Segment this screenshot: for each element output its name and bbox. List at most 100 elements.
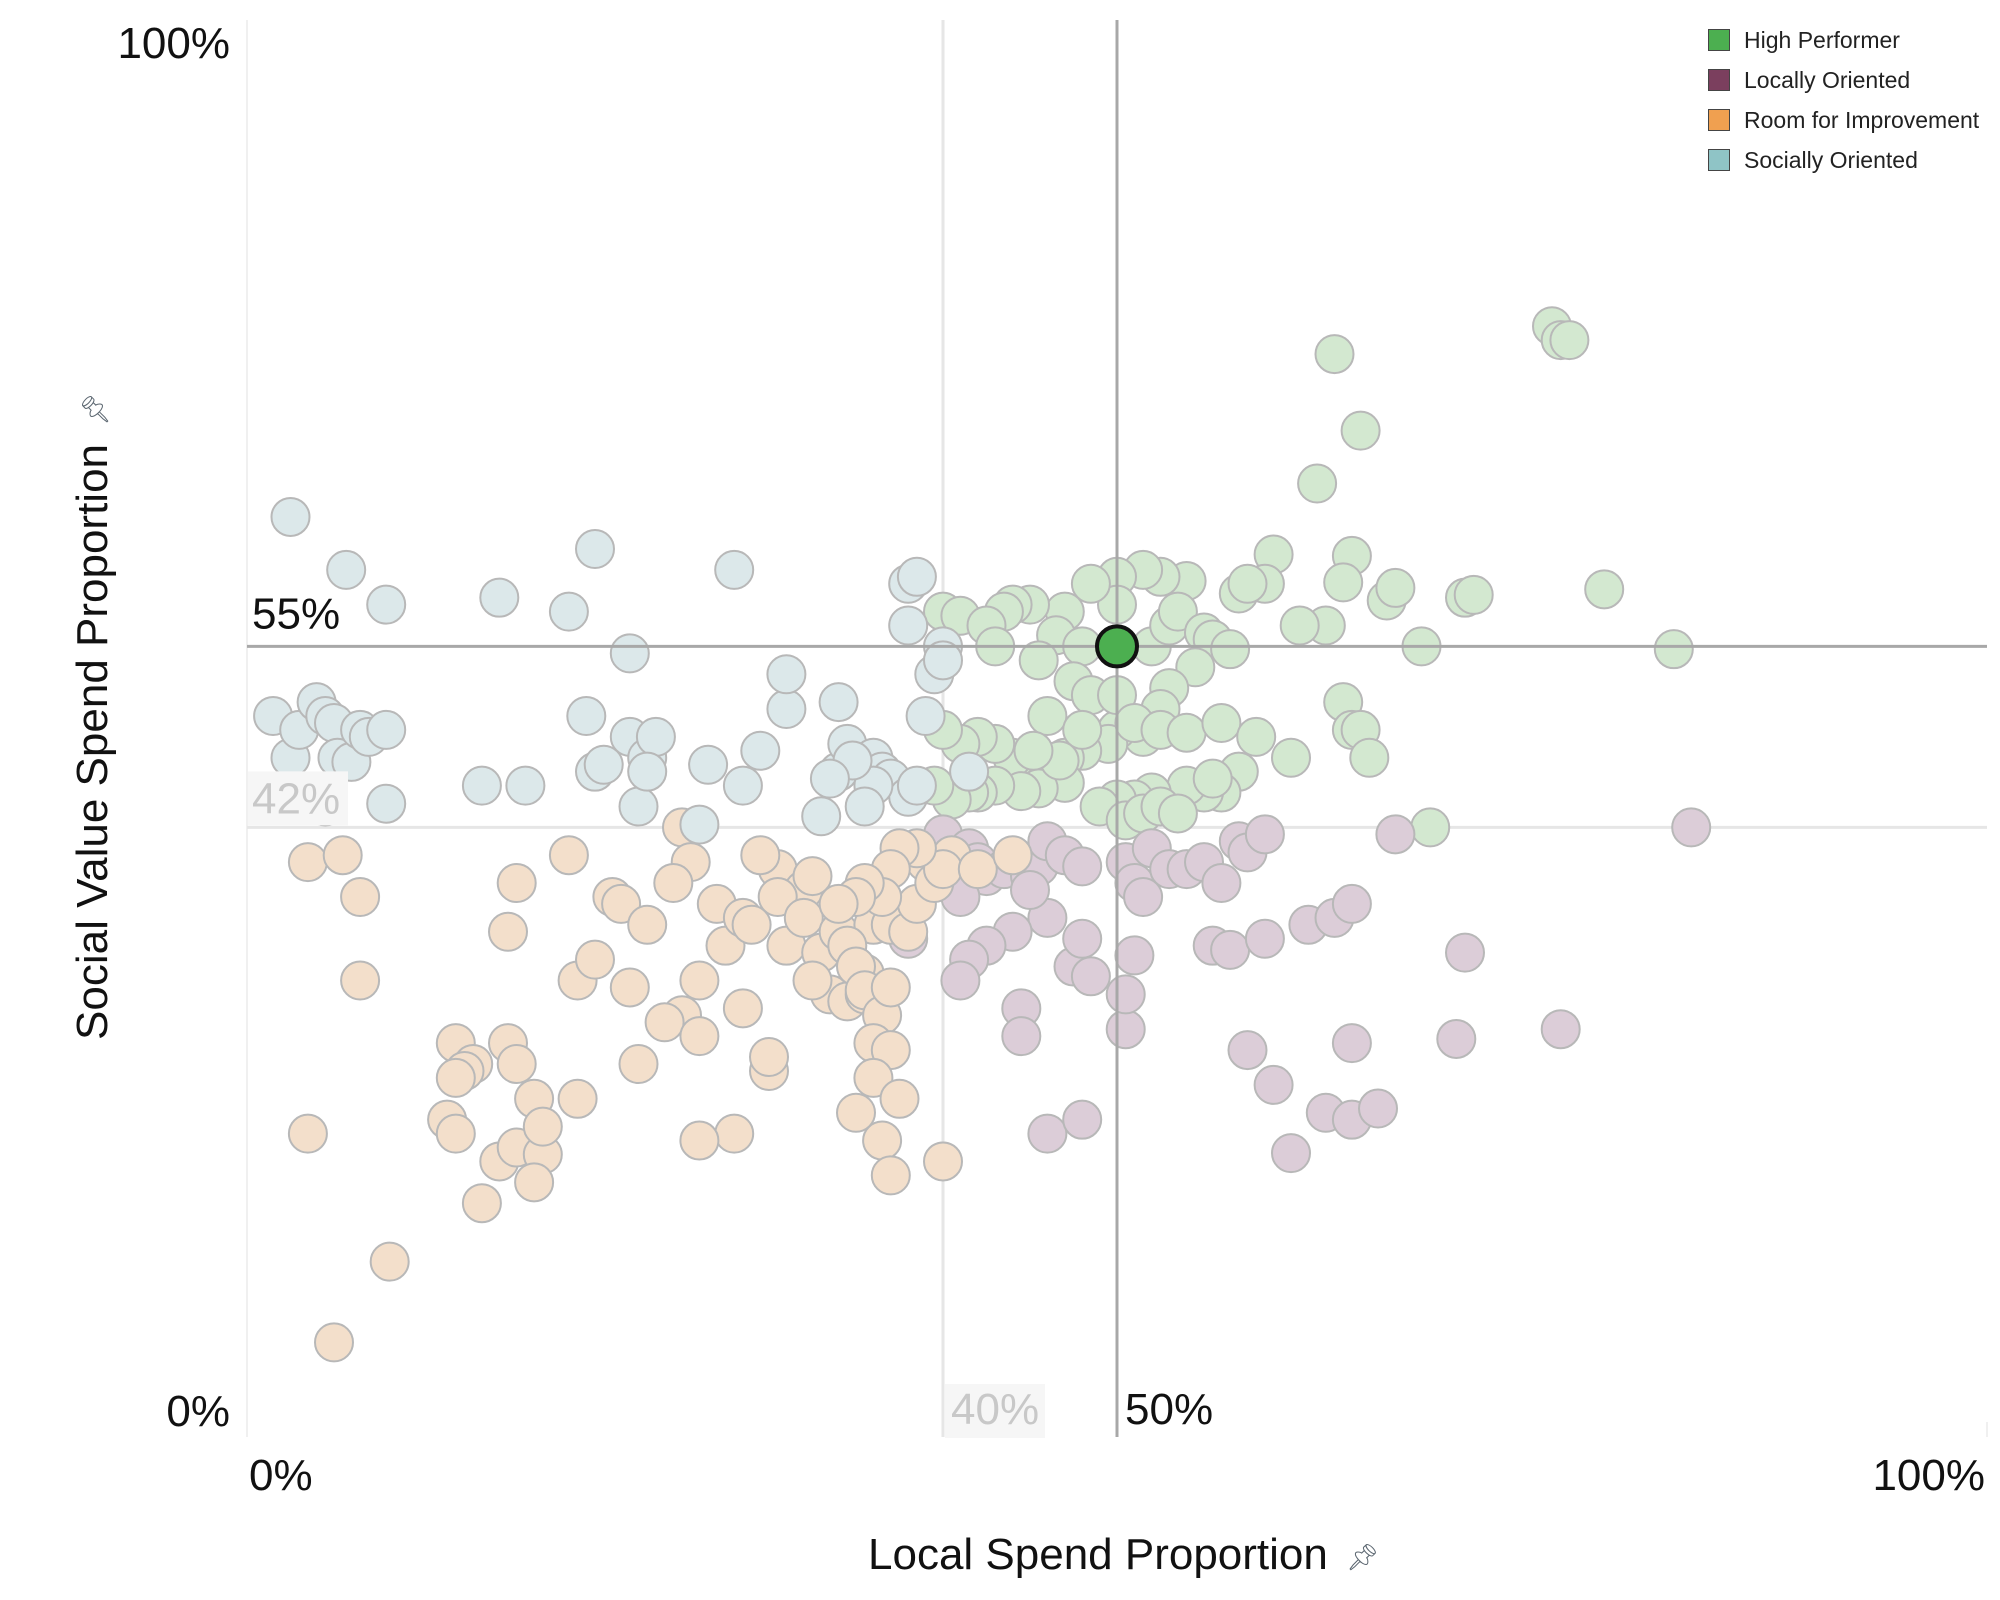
data-point <box>679 804 720 845</box>
data-point <box>1114 935 1155 976</box>
data-point <box>722 988 763 1029</box>
pin-icon[interactable]: 📌︎ <box>1345 1541 1379 1572</box>
data-point <box>1375 567 1416 608</box>
data-point <box>679 1120 720 1161</box>
data-point <box>314 1322 354 1363</box>
legend-label: Socially Oriented <box>1744 146 1918 173</box>
data-point <box>635 716 676 757</box>
data-point <box>1157 591 1198 632</box>
data-point <box>818 682 859 723</box>
data-point <box>1445 932 1485 973</box>
legend-item-locally-oriented[interactable]: Locally Oriented <box>1708 60 1979 100</box>
data-point <box>879 1078 920 1119</box>
legend-item-socially-oriented[interactable]: Socially Oriented <box>1708 140 1979 180</box>
data-point <box>566 696 607 736</box>
data-point <box>461 1183 502 1224</box>
data-point <box>627 751 668 792</box>
data-point <box>1123 876 1164 917</box>
data-point <box>618 1044 659 1084</box>
data-point <box>496 1044 537 1084</box>
data-point <box>1584 569 1625 610</box>
data-point <box>766 689 807 730</box>
reference-label-y-primary: 55% <box>252 589 340 638</box>
data-point <box>1070 563 1111 604</box>
legend-label: Locally Oriented <box>1744 66 1911 93</box>
data-point <box>1062 918 1103 959</box>
reference-label-bg <box>248 771 348 826</box>
data-point <box>609 633 650 674</box>
data-point <box>366 584 407 625</box>
reference-label-x-secondary: 40% <box>951 1385 1039 1434</box>
data-point <box>1175 647 1216 688</box>
legend-item-room-for-improvement[interactable]: Room for Improvement <box>1708 100 1979 140</box>
x-tick-label-min: 0% <box>249 1451 313 1500</box>
data-point <box>1201 863 1242 904</box>
data-point <box>435 1057 476 1098</box>
data-point <box>1010 870 1050 910</box>
legend-item-high-performer[interactable]: High Performer <box>1708 20 1979 60</box>
reference-label-x-primary: 50% <box>1125 1385 1213 1434</box>
primary-lines <box>247 20 1987 1437</box>
data-point <box>1192 758 1233 799</box>
data-point <box>1157 793 1198 834</box>
y-tick-label-max: 100% <box>117 19 230 68</box>
data-point <box>853 1057 894 1098</box>
data-point <box>644 1002 685 1043</box>
data-point <box>1540 1009 1581 1050</box>
x-axis-title-text: Local Spend Proportion <box>868 1530 1328 1579</box>
data-point <box>1210 929 1251 970</box>
data-point <box>1201 702 1242 743</box>
data-point <box>749 1037 789 1078</box>
data-point <box>340 960 381 1001</box>
data-point <box>1062 1099 1103 1140</box>
data-point <box>870 1155 911 1196</box>
data-point <box>783 897 824 938</box>
data-point <box>1166 712 1207 753</box>
legend-label: High Performer <box>1744 26 1900 53</box>
data-point <box>366 783 407 824</box>
data-point <box>905 696 946 736</box>
data-point <box>488 911 528 952</box>
data-point <box>1253 1064 1294 1105</box>
data-point <box>505 765 546 806</box>
data-point <box>722 765 763 806</box>
data-point <box>1671 807 1712 848</box>
data-point <box>792 960 833 1001</box>
data-point <box>1358 1088 1398 1129</box>
data-point <box>270 496 311 537</box>
data-point <box>870 967 911 1008</box>
data-point <box>1210 629 1251 670</box>
data-point <box>435 1113 476 1154</box>
data-point <box>601 883 642 924</box>
legend-swatch <box>1708 29 1730 51</box>
data-point <box>923 1141 963 1182</box>
data-point <box>287 1113 328 1154</box>
data-point <box>609 967 650 1008</box>
axis-labels: 100% 0% 0% 100% 55% 42% 50% 40% <box>117 19 1985 1500</box>
data-point <box>844 786 885 827</box>
data-point <box>992 835 1033 876</box>
highlighted-point <box>1095 624 1139 669</box>
data-point <box>479 577 520 618</box>
data-point <box>679 960 720 1001</box>
data-point <box>957 849 998 890</box>
data-point <box>583 744 624 785</box>
data-point <box>575 528 615 569</box>
data-point <box>618 786 659 827</box>
data-point <box>731 904 772 945</box>
data-point <box>1375 814 1416 855</box>
data-point <box>1653 629 1694 670</box>
data-point <box>340 876 381 917</box>
data-point <box>923 640 963 681</box>
y-axis-title: Social Value Spend Proportion 📌︎ <box>68 393 118 1040</box>
data-point <box>1436 1018 1477 1059</box>
data-point <box>792 856 833 897</box>
data-point <box>896 765 937 806</box>
data-point <box>1410 807 1451 848</box>
data-point <box>1027 696 1068 736</box>
data-point <box>818 883 859 924</box>
data-point <box>1105 1009 1146 1050</box>
data-point <box>461 765 502 806</box>
y-tick-label-min: 0% <box>166 1387 230 1436</box>
pin-icon[interactable]: 📌︎ <box>79 392 110 426</box>
